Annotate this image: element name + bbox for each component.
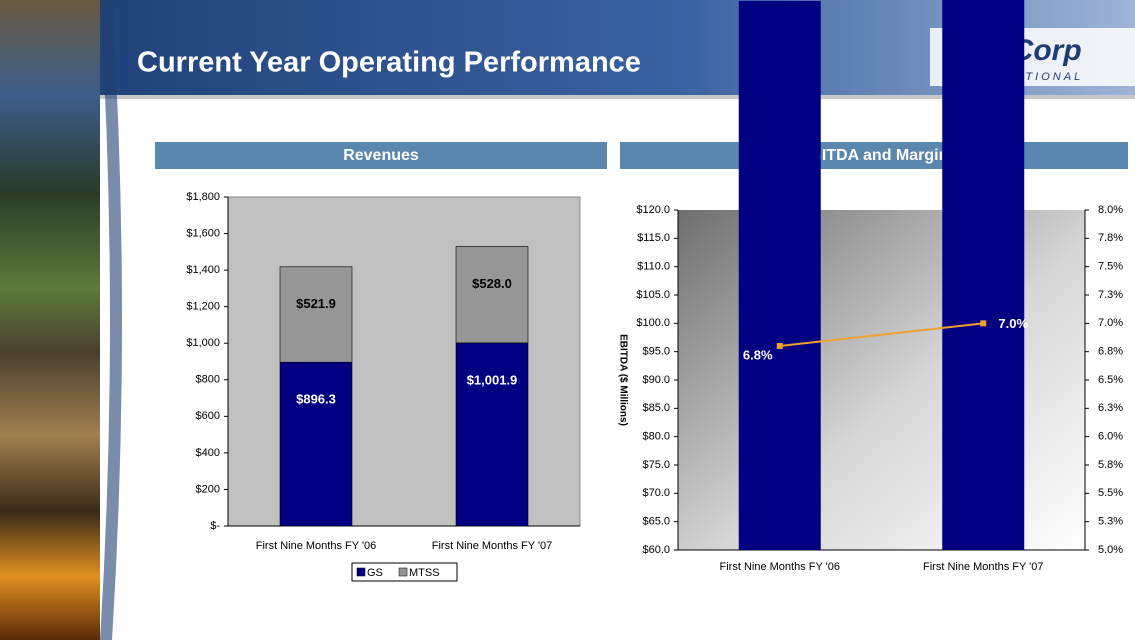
y-tick-label: $80.0 bbox=[642, 431, 670, 443]
panel-header bbox=[620, 142, 1128, 169]
panel-header bbox=[155, 142, 607, 169]
x-tick-label: First Nine Months FY '06 bbox=[720, 561, 841, 573]
data-label: $528.0 bbox=[472, 276, 512, 291]
legend-swatch bbox=[356, 567, 366, 577]
bar bbox=[942, 0, 1025, 550]
y2-tick-label: 6.0% bbox=[1098, 431, 1123, 443]
y2-tick-label: 6.5% bbox=[1098, 374, 1123, 386]
y-tick-label: $1,200 bbox=[186, 301, 220, 313]
data-label: $1,001.9 bbox=[467, 372, 518, 387]
y2-tick-label: 5.5% bbox=[1098, 487, 1123, 499]
y2-tick-label: 5.3% bbox=[1098, 516, 1123, 528]
y-tick-label: $400 bbox=[196, 447, 220, 459]
bar bbox=[279, 361, 353, 527]
y2-tick-label: 7.5% bbox=[1098, 261, 1123, 273]
y-tick-label: $1,600 bbox=[186, 227, 220, 239]
y-tick-label: $90.0 bbox=[642, 374, 670, 386]
legend-label: GS bbox=[367, 567, 383, 579]
y2-tick-label: 5.8% bbox=[1098, 459, 1123, 471]
y-tick-label: $1,800 bbox=[186, 191, 220, 203]
strip-edge bbox=[100, 0, 122, 640]
y-tick-label: $75.0 bbox=[642, 459, 670, 471]
y-tick-label: $1,000 bbox=[186, 337, 220, 349]
y-axis-label: EBITDA ($ Millions) bbox=[617, 334, 628, 426]
y-tick-label: $85.0 bbox=[642, 402, 670, 414]
y2-tick-label: 8.0% bbox=[1098, 204, 1123, 216]
x-tick-label: First Nine Months FY '06 bbox=[256, 540, 377, 552]
y-tick-label: $95.0 bbox=[642, 346, 670, 358]
bar bbox=[279, 266, 353, 363]
y-tick-label: $- bbox=[210, 520, 220, 532]
bar bbox=[455, 246, 529, 344]
bar bbox=[738, 0, 821, 550]
y-tick-label: $60.0 bbox=[642, 544, 670, 556]
legend-swatch bbox=[398, 567, 408, 577]
panel-title: EBITDA and Margin bbox=[800, 147, 949, 164]
y-tick-label: $100.0 bbox=[636, 317, 670, 329]
photo-strip bbox=[0, 0, 100, 640]
line-marker bbox=[980, 320, 987, 327]
data-label: $896.3 bbox=[296, 392, 336, 407]
y-tick-label: $600 bbox=[196, 410, 220, 422]
y-tick-label: $110.0 bbox=[637, 261, 670, 273]
panel-title: Revenues bbox=[343, 147, 419, 164]
line-marker bbox=[776, 343, 783, 349]
x-tick-label: First Nine Months FY '07 bbox=[923, 561, 1044, 573]
y2-tick-label: 6.8% bbox=[1098, 346, 1123, 358]
legend-label: MTSS bbox=[409, 567, 440, 579]
bar bbox=[455, 342, 529, 527]
y-tick-label: $1,400 bbox=[186, 264, 220, 276]
y2-tick-label: 7.0% bbox=[1098, 317, 1123, 329]
margin-line bbox=[779, 322, 984, 347]
data-label: $521.9 bbox=[296, 296, 336, 311]
y-tick-label: $105.0 bbox=[636, 289, 670, 301]
y-tick-label: $115.0 bbox=[637, 232, 670, 244]
y-tick-label: $120.0 bbox=[636, 204, 670, 216]
y2-tick-label: 6.3% bbox=[1098, 402, 1123, 414]
header-rule bbox=[100, 95, 1135, 99]
y-tick-label: $200 bbox=[196, 483, 220, 495]
y-tick-label: $65.0 bbox=[642, 516, 670, 528]
y-tick-label: $70.0 bbox=[642, 487, 670, 499]
data-label: 7.0% bbox=[998, 316, 1028, 331]
y2-tick-label: 7.3% bbox=[1098, 289, 1123, 301]
x-tick-label: First Nine Months FY '07 bbox=[432, 540, 553, 552]
y2-tick-label: 7.8% bbox=[1098, 232, 1123, 244]
y-tick-label: $800 bbox=[196, 374, 220, 386]
slide-title: Current Year Operating Performance bbox=[137, 47, 641, 79]
y2-tick-label: 5.0% bbox=[1098, 544, 1123, 556]
data-label: 6.8% bbox=[743, 347, 773, 362]
